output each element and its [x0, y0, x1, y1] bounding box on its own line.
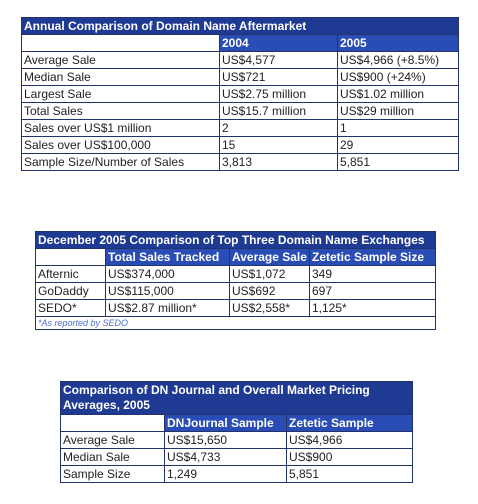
table-cell: 1,125*: [309, 299, 436, 317]
table-header-row: Total Sales Tracked Average Sale Zetetic…: [35, 248, 436, 266]
row-label: SEDO*: [35, 299, 106, 317]
header-cell: [21, 34, 220, 52]
table-row: Average Sale US$4,577 US$4,966 (+8.5%): [21, 51, 460, 69]
header-cell: Total Sales Tracked: [105, 248, 230, 266]
table-row: Sales over US$1 million 2 1: [21, 119, 460, 137]
table-row: Median Sale US$721 US$900 (+24%): [21, 68, 460, 86]
table-title-row: Comparison of DN Journal and Overall Mar…: [60, 381, 413, 415]
table-note-row: *As reported by SEDO: [35, 316, 436, 330]
table-cell: 2: [219, 119, 338, 137]
table-cell: US$2.75 million: [219, 85, 338, 103]
table-title: Annual Comparison of Domain Name Afterma…: [20, 17, 460, 35]
table-cell: 5,851: [336, 153, 460, 171]
row-label: GoDaddy: [35, 282, 106, 300]
table-row: SEDO* US$2.87 million* US$2,558* 1,125*: [35, 299, 436, 317]
header-cell: Zetetic Sample: [286, 414, 413, 432]
table-cell: 29: [336, 136, 460, 154]
footnote: *As reported by SEDO: [35, 316, 436, 330]
table-cell: US$15.7 million: [219, 102, 338, 120]
table-row: Afternic US$374,000 US$1,072 349: [35, 265, 436, 283]
row-label: Average Sale: [21, 51, 220, 69]
table-cell: US$4,966: [286, 431, 413, 449]
header-cell: [60, 414, 165, 432]
header-cell: DNJournal Sample: [164, 414, 287, 432]
table-cell: US$721: [219, 68, 338, 86]
table-header-row: DNJournal Sample Zetetic Sample: [60, 414, 413, 432]
table-title-row: Annual Comparison of Domain Name Afterma…: [20, 17, 460, 35]
table-cell: US$374,000: [105, 265, 230, 283]
table-cell: 349: [309, 265, 436, 283]
table-cell: US$115,000: [105, 282, 230, 300]
annual-comparison-table: Annual Comparison of Domain Name Afterma…: [20, 17, 460, 171]
row-label: Afternic: [35, 265, 106, 283]
row-label: Sample Size: [60, 465, 165, 483]
table-cell: 1: [336, 119, 460, 137]
table-cell: 5,851: [286, 465, 413, 483]
header-cell: 2004: [219, 34, 338, 52]
table-header-row: 2004 2005: [21, 34, 460, 52]
table-row: Largest Sale US$2.75 million US$1.02 milli…: [21, 85, 460, 103]
table-row: Total Sales US$15.7 million US$29 million: [21, 102, 460, 120]
row-label: Average Sale: [60, 431, 165, 449]
header-cell: Average Sale: [229, 248, 310, 266]
row-label: Total Sales: [21, 102, 220, 120]
header-cell: Zetetic Sample Size: [309, 248, 436, 266]
exchanges-comparison-table: December 2005 Comparison of Top Three Do…: [35, 231, 436, 330]
table-row: GoDaddy US$115,000 US$692 697: [35, 282, 436, 300]
table-cell: US$4,577: [219, 51, 338, 69]
header-cell: [35, 248, 106, 266]
row-label: Sales over US$100,000: [21, 136, 220, 154]
row-label: Median Sale: [21, 68, 220, 86]
table-cell: US$900: [286, 448, 413, 466]
table-cell: 3,813: [219, 153, 338, 171]
header-cell: 2005: [336, 34, 460, 52]
table-cell: US$2,558*: [229, 299, 310, 317]
table-cell: US$15,650: [164, 431, 287, 449]
table-cell: US$900 (+24%): [336, 68, 460, 86]
row-label: Median Sale: [60, 448, 165, 466]
table-title-row: December 2005 Comparison of Top Three Do…: [35, 231, 436, 249]
row-label: Sample Size/Number of Sales: [21, 153, 220, 171]
table-cell: US$2.87 million*: [105, 299, 230, 317]
dnjournal-comparison-table: Comparison of DN Journal and Overall Mar…: [60, 381, 413, 483]
table-row: Average Sale US$15,650 US$4,966: [60, 431, 413, 449]
table-row: Sales over US$100,000 15 29: [21, 136, 460, 154]
table-cell: 1,249: [164, 465, 287, 483]
table-cell: US$692: [229, 282, 310, 300]
table-cell: US$4,733: [164, 448, 287, 466]
table-cell: US$1,072: [229, 265, 310, 283]
table-cell: US$4,966 (+8.5%): [336, 51, 460, 69]
table-cell: US$1.02 million: [336, 85, 460, 103]
table-row: Sample Size/Number of Sales 3,813 5,851: [21, 153, 460, 171]
table-row: Median Sale US$4,733 US$900: [60, 448, 413, 466]
table-cell: US$29 million: [336, 102, 460, 120]
table-title: December 2005 Comparison of Top Three Do…: [35, 231, 436, 249]
table-cell: 697: [309, 282, 436, 300]
table-cell: 15: [219, 136, 338, 154]
row-label: Sales over US$1 million: [21, 119, 220, 137]
table-title: Comparison of DN Journal and Overall Mar…: [60, 381, 413, 415]
row-label: Largest Sale: [21, 85, 220, 103]
table-row: Sample Size 1,249 5,851: [60, 465, 413, 483]
